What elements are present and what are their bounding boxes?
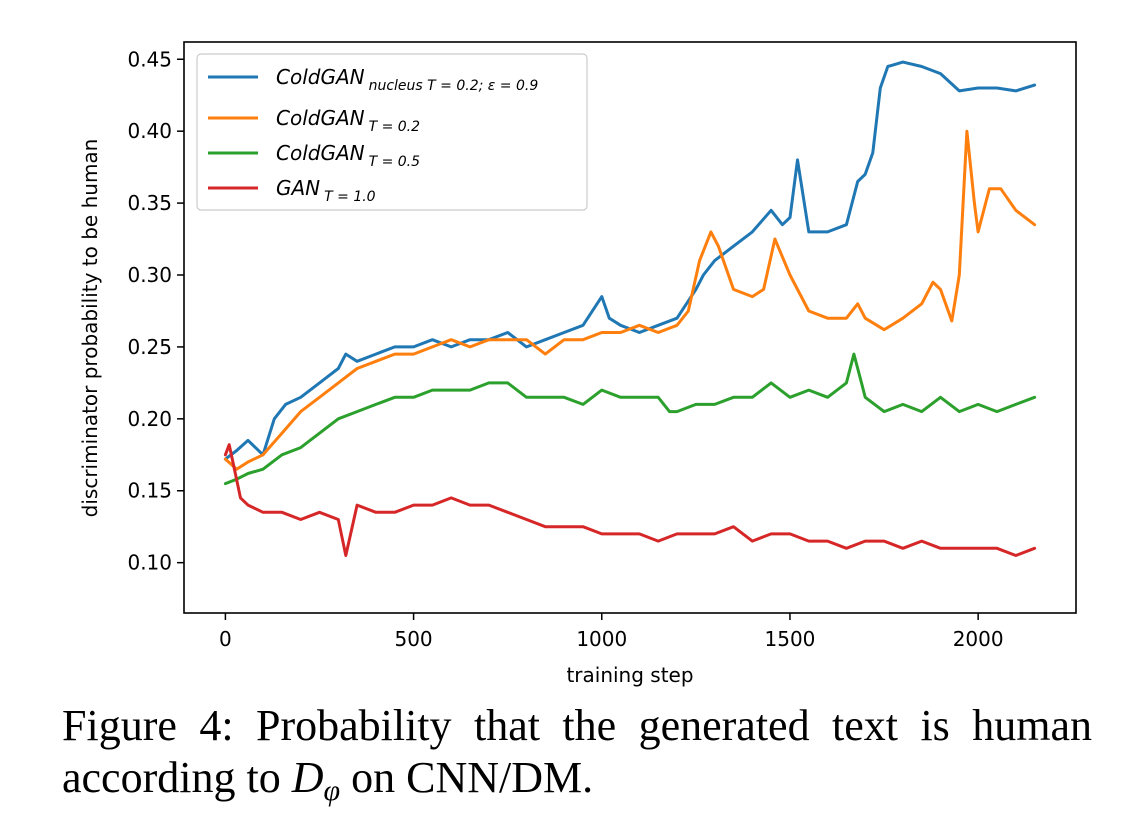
y-tick-label: 0.15 [127, 479, 172, 503]
caption-math-sub: φ [323, 774, 341, 807]
legend: ColdGAN nucleus T = 0.2; ε = 0.9 ColdGAN T … [196, 53, 588, 211]
y-tick-label: 0.10 [127, 551, 172, 575]
caption-text-before: Figure 4: Probability that the generated… [62, 701, 1092, 802]
x-tick-label: 1000 [576, 627, 627, 651]
y-tick-label: 0.25 [127, 335, 172, 359]
y-tick-label: 0.20 [127, 407, 172, 431]
caption-math-main: D [291, 753, 324, 802]
caption-math-symbol: Dφ [291, 753, 340, 807]
y-axis-ticks: 0.10 0.15 0.20 0.25 0.30 0.35 0.40 0.45 [127, 47, 184, 575]
y-axis-label: discriminator probability to be human [78, 139, 102, 518]
legend-label-0: ColdGAN nucleus T = 0.2; ε = 0.9 [276, 65, 538, 94]
x-tick-label: 500 [394, 627, 432, 651]
series-layer [223, 60, 1037, 557]
series-line-2 [223, 352, 1037, 486]
x-tick-label: 2000 [953, 627, 1004, 651]
x-tick-label: 1500 [765, 627, 816, 651]
x-axis-label: training step [566, 663, 693, 687]
x-axis-ticks: 0 500 1000 1500 2000 [219, 613, 1004, 651]
caption-text-after: on CNN/DM. [340, 753, 594, 802]
legend-label-1: ColdGAN T = 0.2 [276, 106, 420, 135]
y-tick-label: 0.40 [127, 119, 172, 143]
line-chart: 0 500 1000 1500 2000 0.10 0.15 0.20 0.25 0.30 0.3… [78, 41, 1077, 687]
plot-frame [183, 41, 1077, 614]
series-line-3 [223, 443, 1037, 557]
series-line-1 [223, 129, 1037, 471]
y-tick-label: 0.30 [127, 263, 172, 287]
legend-label-3: GAN T = 1.0 [276, 176, 376, 205]
legend-box [196, 53, 588, 211]
legend-label-2: ColdGAN T = 0.5 [276, 141, 420, 170]
figure-caption: Figure 4: Probability that the generated… [62, 700, 1092, 817]
y-tick-label: 0.35 [127, 191, 172, 215]
x-tick-label: 0 [219, 627, 232, 651]
y-tick-label: 0.45 [127, 47, 172, 71]
